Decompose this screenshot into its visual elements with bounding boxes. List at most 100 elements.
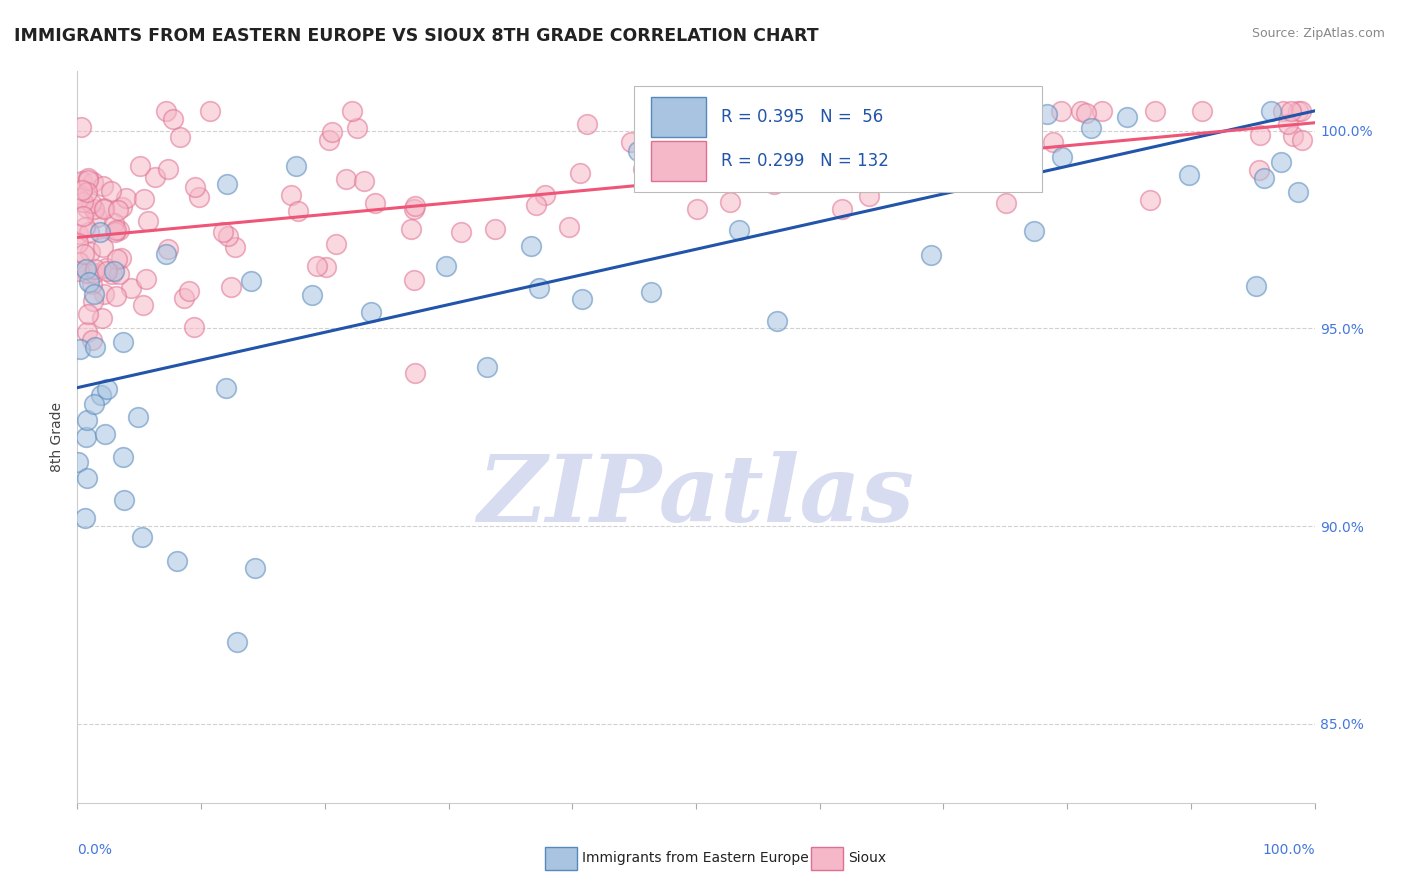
Point xyxy=(520,239,543,253)
Point xyxy=(239,274,262,288)
Point xyxy=(814,103,837,118)
Point xyxy=(127,409,149,424)
Point xyxy=(749,135,772,149)
Point xyxy=(96,264,118,278)
Point xyxy=(111,450,134,465)
Point xyxy=(188,190,211,204)
Text: ZIPatlas: ZIPatlas xyxy=(478,450,914,541)
Point xyxy=(91,179,114,194)
Point xyxy=(198,103,221,118)
Point xyxy=(1091,103,1114,118)
Point xyxy=(346,120,368,135)
Point xyxy=(105,252,128,266)
Point xyxy=(76,266,98,280)
Point xyxy=(93,286,115,301)
Point xyxy=(166,553,188,567)
Point xyxy=(1022,224,1045,238)
Point xyxy=(1249,128,1271,142)
Point xyxy=(131,298,153,312)
Point xyxy=(627,144,650,158)
Point xyxy=(404,366,426,380)
Point xyxy=(162,112,184,127)
Point xyxy=(77,275,100,289)
Point xyxy=(1253,170,1275,185)
Point xyxy=(91,310,114,325)
FancyBboxPatch shape xyxy=(651,97,706,136)
Point xyxy=(759,152,782,166)
Text: R = 0.299   N = 132: R = 0.299 N = 132 xyxy=(721,153,889,170)
Point xyxy=(183,320,205,334)
Point xyxy=(69,342,91,356)
Point xyxy=(66,236,89,251)
Point xyxy=(114,191,136,205)
Point xyxy=(1286,186,1309,200)
Point xyxy=(342,103,364,118)
Point xyxy=(93,202,115,216)
Point xyxy=(90,388,112,402)
Point xyxy=(920,248,942,262)
Point xyxy=(112,492,135,507)
Point xyxy=(321,125,343,139)
Point xyxy=(84,262,107,277)
Point xyxy=(335,171,357,186)
Point xyxy=(67,255,90,269)
Point xyxy=(534,188,557,202)
Point xyxy=(80,277,103,292)
Point xyxy=(84,340,107,354)
Point xyxy=(100,184,122,198)
Point xyxy=(184,179,207,194)
Point xyxy=(1050,103,1073,118)
Point xyxy=(576,118,599,132)
Point xyxy=(723,131,745,145)
Text: 0.0%: 0.0% xyxy=(77,843,112,857)
Point xyxy=(94,261,117,276)
Point xyxy=(73,247,96,261)
Point xyxy=(1289,103,1312,118)
Point xyxy=(83,266,105,280)
Point xyxy=(212,225,235,239)
Point xyxy=(79,225,101,239)
Point xyxy=(1277,117,1299,131)
FancyBboxPatch shape xyxy=(651,142,706,181)
Point xyxy=(91,240,114,254)
Point xyxy=(434,259,457,273)
Y-axis label: 8th Grade: 8th Grade xyxy=(51,402,65,472)
Point xyxy=(245,561,267,575)
Point xyxy=(70,174,93,188)
Point xyxy=(794,157,817,171)
Point xyxy=(129,160,152,174)
Point xyxy=(104,288,127,302)
Point xyxy=(1143,103,1166,118)
Point xyxy=(477,360,499,375)
Point xyxy=(938,103,960,118)
Point xyxy=(450,225,472,239)
Point xyxy=(215,177,238,191)
Point xyxy=(1042,135,1064,149)
Point xyxy=(120,281,142,295)
Point xyxy=(155,246,177,260)
Point xyxy=(1050,150,1073,164)
Point xyxy=(66,227,89,242)
Point xyxy=(73,511,96,525)
Point xyxy=(360,305,382,319)
Point xyxy=(524,198,547,212)
Point xyxy=(1139,194,1161,208)
Point xyxy=(831,202,853,217)
Point xyxy=(73,220,96,235)
Point xyxy=(1080,121,1102,136)
Point xyxy=(83,202,105,217)
Point xyxy=(301,288,323,302)
Point xyxy=(104,225,127,239)
Point xyxy=(568,165,591,179)
Point xyxy=(1249,163,1271,178)
Point xyxy=(1291,133,1313,147)
Point xyxy=(82,175,104,189)
Point xyxy=(94,427,117,442)
Point xyxy=(1272,103,1295,118)
Point xyxy=(718,195,741,210)
Text: Source: ZipAtlas.com: Source: ZipAtlas.com xyxy=(1251,27,1385,40)
Point xyxy=(108,267,131,281)
Point xyxy=(558,220,581,235)
Point xyxy=(76,185,98,199)
Point xyxy=(69,120,91,134)
